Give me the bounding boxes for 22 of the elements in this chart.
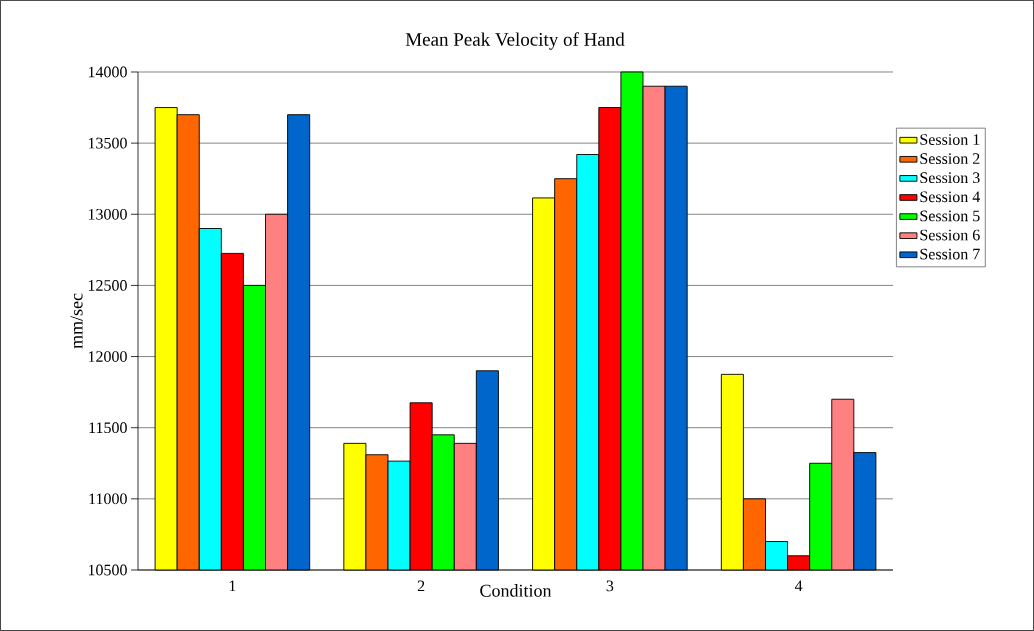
y-tick-label: 12500 [88,280,127,291]
legend-label: Session 2 [920,153,980,165]
y-tick-label: 14000 [88,66,127,78]
x-tick-label: 3 [606,580,614,592]
legend-label: Session 4 [920,191,981,203]
y-tick-label: 11000 [89,493,127,505]
y-tick-label: 11500 [89,422,127,434]
chart-title: Mean Peak Velocity of Hand [405,32,625,50]
x-tick-label: 1 [229,580,236,592]
y-tick-label: 12000 [88,351,127,362]
y-tick-label: 13500 [88,137,127,149]
x-axis-title: Condition [480,584,552,597]
x-tick-label: 4 [794,580,803,592]
y-tick-label: 10500 [88,564,127,576]
x-tick-label: 2 [417,580,425,592]
y-axis-title: mm/sec [70,293,83,349]
legend-label: Session 6 [920,229,980,241]
legend-label: Session 3 [920,172,980,184]
y-tick-label: 13000 [88,208,127,220]
legend-label: Session 1 [920,134,980,145]
legend-label: Session 7 [920,248,980,260]
legend-label: Session 5 [920,210,980,222]
